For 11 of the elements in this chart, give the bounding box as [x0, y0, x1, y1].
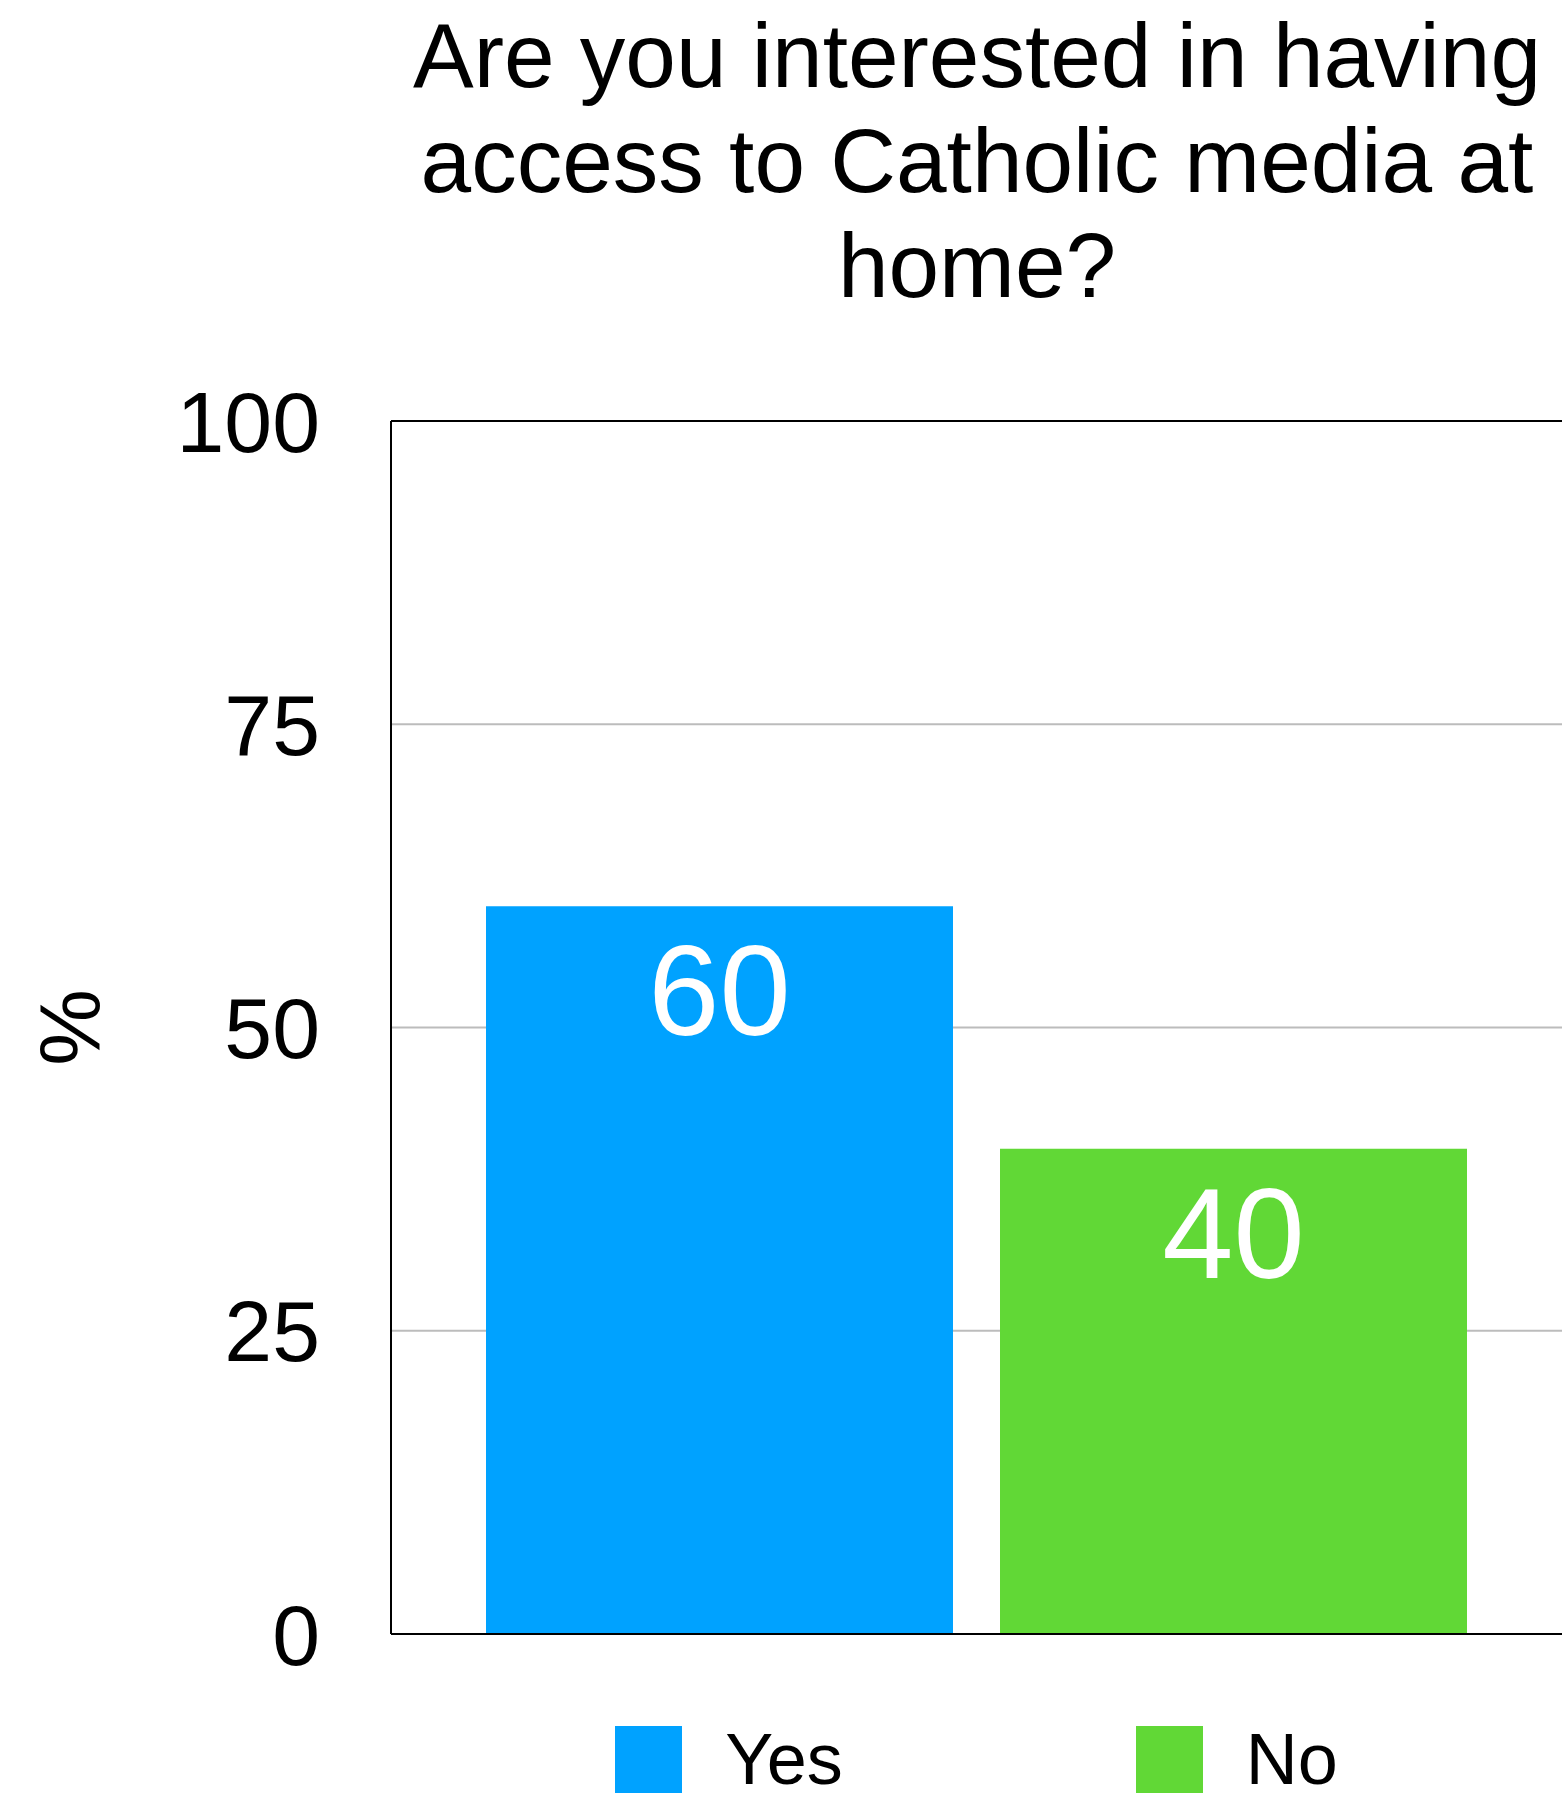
y-axis-title: %	[22, 989, 118, 1066]
chart-title: Are you interested in having access to Catholic media at home?	[411, 4, 1543, 318]
legend-label: Yes	[725, 1719, 843, 1799]
y-tick-label: 75	[224, 676, 320, 773]
data-label: 60	[648, 919, 791, 1063]
legend-label: No	[1245, 1719, 1338, 1799]
y-tick-label: 100	[176, 373, 320, 470]
data-label: 40	[1162, 1161, 1305, 1305]
y-tick-label: 0	[272, 1586, 320, 1683]
y-tick-label: 25	[224, 1283, 320, 1380]
y-tick-label: 50	[224, 980, 320, 1077]
